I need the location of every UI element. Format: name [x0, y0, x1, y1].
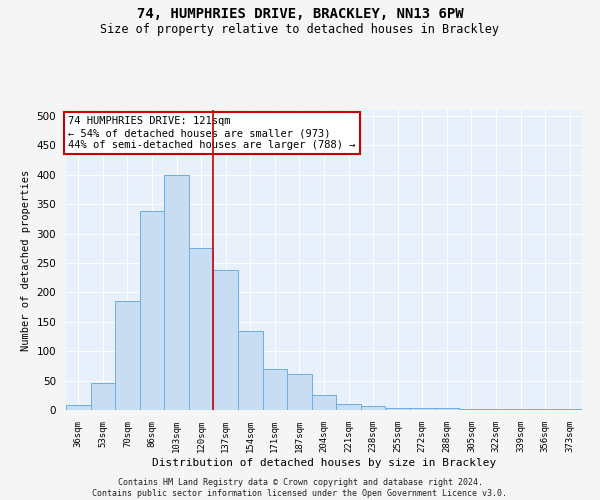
Text: 74 HUMPHRIES DRIVE: 121sqm
← 54% of detached houses are smaller (973)
44% of sem: 74 HUMPHRIES DRIVE: 121sqm ← 54% of deta…	[68, 116, 356, 150]
Bar	[459, 409, 484, 410]
Bar	[214, 270, 238, 410]
Text: 74, HUMPHRIES DRIVE, BRACKLEY, NN13 6PW: 74, HUMPHRIES DRIVE, BRACKLEY, NN13 6PW	[137, 8, 463, 22]
Bar	[238, 330, 263, 410]
Bar	[263, 369, 287, 410]
Bar	[484, 409, 508, 410]
Bar	[287, 374, 312, 410]
Bar	[66, 406, 91, 410]
Bar	[557, 409, 582, 410]
Bar	[164, 174, 189, 410]
Y-axis label: Number of detached properties: Number of detached properties	[21, 170, 31, 350]
X-axis label: Distribution of detached houses by size in Brackley: Distribution of detached houses by size …	[152, 458, 496, 468]
Text: Size of property relative to detached houses in Brackley: Size of property relative to detached ho…	[101, 22, 499, 36]
Bar	[189, 248, 214, 410]
Text: Contains HM Land Registry data © Crown copyright and database right 2024.
Contai: Contains HM Land Registry data © Crown c…	[92, 478, 508, 498]
Bar	[361, 406, 385, 410]
Bar	[410, 408, 434, 410]
Bar	[91, 383, 115, 410]
Bar	[385, 408, 410, 410]
Bar	[434, 408, 459, 410]
Bar	[115, 301, 140, 410]
Bar	[336, 404, 361, 410]
Bar	[140, 211, 164, 410]
Bar	[312, 396, 336, 410]
